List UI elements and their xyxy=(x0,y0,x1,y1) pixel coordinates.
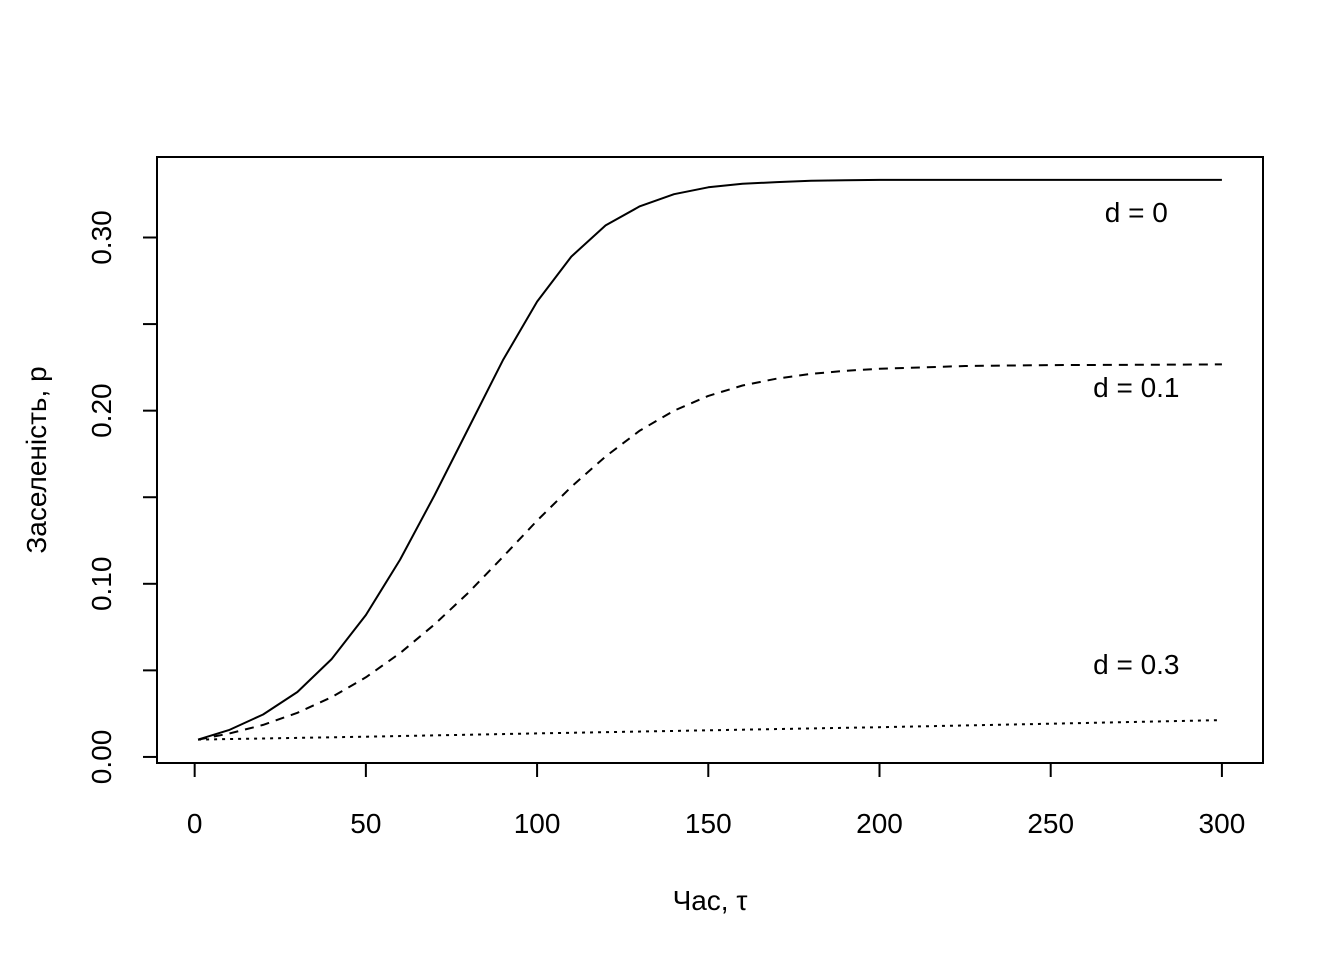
y-tick-label: 0.00 xyxy=(86,730,117,785)
x-tick-label: 250 xyxy=(1027,808,1074,839)
x-axis-label: Час, τ xyxy=(673,885,748,916)
x-tick-label: 150 xyxy=(685,808,732,839)
y-axis-label: Заселеність, p xyxy=(21,366,52,553)
y-tick-label: 0.20 xyxy=(86,383,117,438)
x-tick-label: 300 xyxy=(1199,808,1246,839)
y-tick-label: 0.30 xyxy=(86,210,117,264)
x-tick-label: 100 xyxy=(514,808,561,839)
series-line-1 xyxy=(197,363,1222,741)
series-annotation-2: d = 0.3 xyxy=(1093,649,1179,680)
x-tick-label: 50 xyxy=(350,808,381,839)
x-tick-label: 200 xyxy=(856,808,903,839)
series-line-0 xyxy=(197,178,1222,741)
plot-area: 0 50 100 150 200 250 300 0.00 0.10 0.20 0.30 d = 0 d… xyxy=(86,156,1264,839)
series-annotation-1: d = 0.1 xyxy=(1093,372,1179,403)
series-annotation-0: d = 0 xyxy=(1105,197,1168,228)
x-tick-label: 0 xyxy=(187,808,203,839)
y-tick-label: 0.10 xyxy=(86,557,117,612)
series-line-2 xyxy=(198,719,1222,741)
